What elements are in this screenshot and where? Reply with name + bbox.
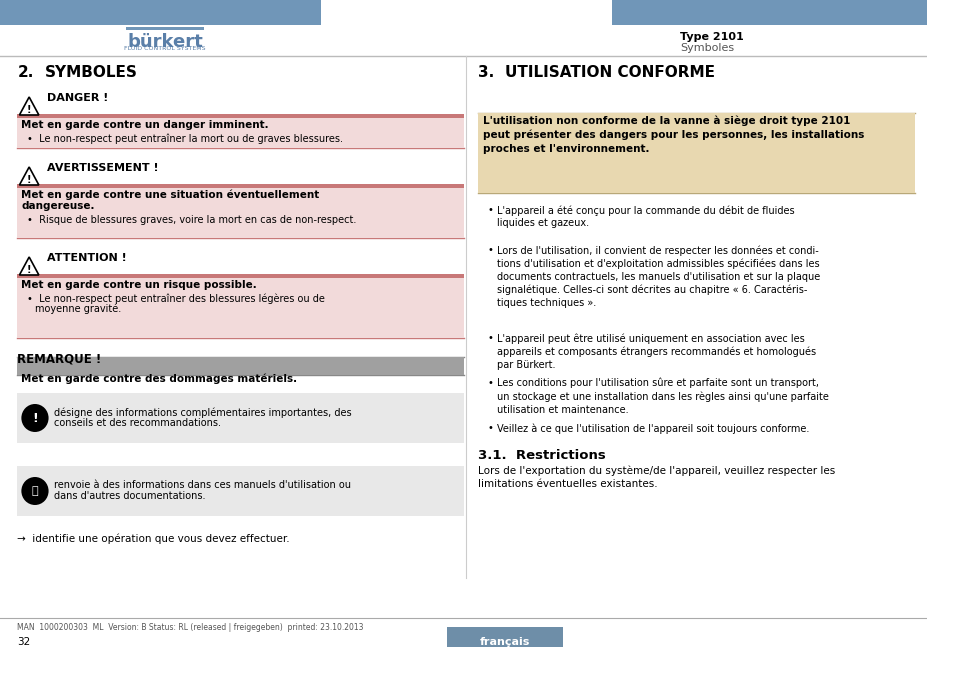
Text: •  Le non-respect peut entraîner des blessures légères ou de: • Le non-respect peut entraîner des bles… (28, 293, 325, 304)
Text: Type 2101: Type 2101 (679, 32, 743, 42)
FancyBboxPatch shape (17, 118, 464, 148)
Text: Symboles: Symboles (679, 43, 734, 53)
FancyBboxPatch shape (612, 0, 925, 25)
Text: AVERTISSEMENT !: AVERTISSEMENT ! (47, 163, 158, 173)
Text: →  identifie une opération que vous devez effectuer.: → identifie une opération que vous devez… (17, 533, 290, 544)
FancyBboxPatch shape (17, 184, 464, 188)
Text: !: ! (27, 105, 31, 115)
Text: MAN  1000200303  ML  Version: B Status: RL (released | freigegeben)  printed: 23: MAN 1000200303 ML Version: B Status: RL … (17, 623, 364, 632)
Text: L'utilisation non conforme de la vanne à siège droit type 2101
peut présenter de: L'utilisation non conforme de la vanne à… (482, 116, 863, 153)
Text: •  Le non-respect peut entraîner la mort ou de graves blessures.: • Le non-respect peut entraîner la mort … (28, 133, 343, 143)
Text: désigne des informations complémentaires importantes, des: désigne des informations complémentaires… (54, 407, 352, 417)
FancyBboxPatch shape (446, 627, 563, 647)
FancyBboxPatch shape (17, 393, 464, 443)
Text: Les conditions pour l'utilisation sûre et parfaite sont un transport,
un stockag: Les conditions pour l'utilisation sûre e… (497, 378, 828, 415)
FancyBboxPatch shape (17, 274, 464, 278)
Text: moyenne gravité.: moyenne gravité. (35, 304, 121, 314)
Text: 3.1.  Restrictions: 3.1. Restrictions (477, 449, 605, 462)
Text: français: français (479, 637, 530, 647)
Text: •: • (487, 378, 493, 388)
Text: DANGER !: DANGER ! (47, 93, 108, 103)
Text: Met en garde contre un danger imminent.: Met en garde contre un danger imminent. (21, 120, 269, 130)
Text: dans d'autres documentations.: dans d'autres documentations. (54, 491, 206, 501)
FancyBboxPatch shape (17, 114, 464, 118)
Polygon shape (19, 167, 39, 185)
Text: Veillez à ce que l'utilisation de l'appareil soit toujours conforme.: Veillez à ce que l'utilisation de l'appa… (497, 423, 809, 433)
Text: SYMBOLES: SYMBOLES (45, 65, 137, 80)
FancyBboxPatch shape (17, 278, 464, 338)
FancyBboxPatch shape (126, 27, 204, 30)
Text: L'appareil a été conçu pour la commande du débit de fluides
liquides et gazeux.: L'appareil a été conçu pour la commande … (497, 205, 794, 228)
Text: FLUID CONTROL SYSTEMS: FLUID CONTROL SYSTEMS (124, 46, 206, 51)
Text: •: • (487, 333, 493, 343)
Polygon shape (19, 257, 39, 275)
Text: ATTENTION !: ATTENTION ! (47, 253, 126, 263)
Text: REMARQUE !: REMARQUE ! (17, 353, 102, 366)
FancyBboxPatch shape (477, 113, 914, 193)
Text: Met en garde contre des dommages matériels.: Met en garde contre des dommages matérie… (21, 374, 297, 384)
Text: Met en garde contre une situation éventuellement: Met en garde contre une situation éventu… (21, 190, 319, 201)
Text: UTILISATION CONFORME: UTILISATION CONFORME (505, 65, 715, 80)
Text: •: • (487, 245, 493, 255)
Text: 3.: 3. (477, 65, 494, 80)
Text: dangereuse.: dangereuse. (21, 201, 94, 211)
Text: 2.: 2. (17, 65, 33, 80)
FancyBboxPatch shape (0, 0, 320, 25)
Text: Lors de l'utilisation, il convient de respecter les données et condi-
tions d'ut: Lors de l'utilisation, il convient de re… (497, 245, 820, 308)
Text: bürkert: bürkert (127, 33, 203, 51)
Text: •: • (487, 205, 493, 215)
FancyBboxPatch shape (17, 466, 464, 516)
Circle shape (21, 477, 49, 505)
Text: Met en garde contre un risque possible.: Met en garde contre un risque possible. (21, 280, 257, 290)
Text: 📖: 📖 (31, 486, 38, 496)
Text: •  Risque de blessures graves, voire la mort en cas de non-respect.: • Risque de blessures graves, voire la m… (28, 215, 356, 225)
FancyBboxPatch shape (17, 188, 464, 238)
Text: !: ! (27, 265, 31, 275)
Text: renvoie à des informations dans ces manuels d'utilisation ou: renvoie à des informations dans ces manu… (54, 480, 351, 490)
Text: !: ! (32, 411, 38, 425)
Text: !: ! (27, 175, 31, 185)
Circle shape (21, 404, 49, 432)
Polygon shape (19, 97, 39, 115)
Text: 32: 32 (17, 637, 30, 647)
Text: L'appareil peut être utilisé uniquement en association avec les
appareils et com: L'appareil peut être utilisé uniquement … (497, 333, 816, 369)
FancyBboxPatch shape (17, 357, 464, 375)
Text: conseils et des recommandations.: conseils et des recommandations. (54, 418, 221, 428)
Text: •: • (487, 423, 493, 433)
Text: Lors de l'exportation du système/de l'appareil, veuillez respecter les
limitatio: Lors de l'exportation du système/de l'ap… (477, 465, 834, 489)
